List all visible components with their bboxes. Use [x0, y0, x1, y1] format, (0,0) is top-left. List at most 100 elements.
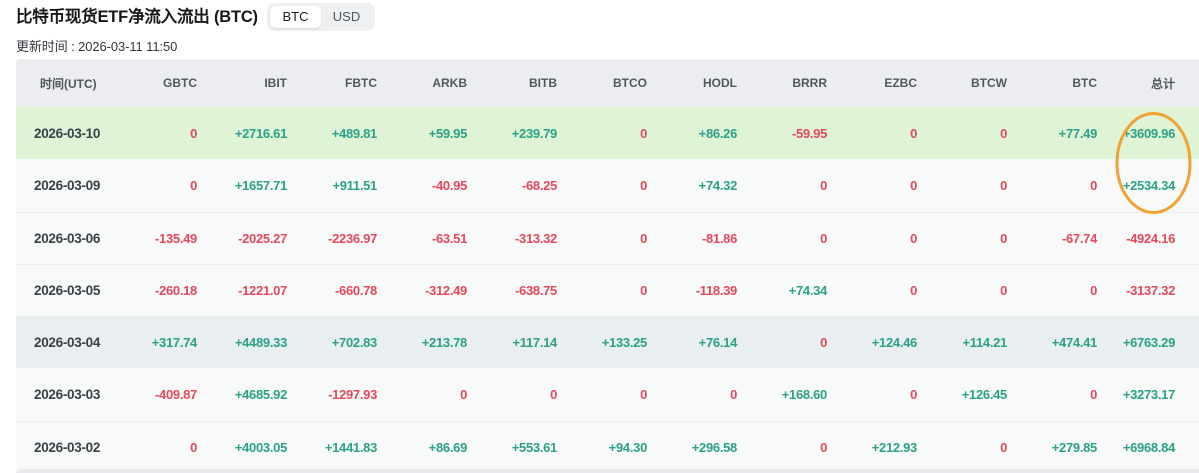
update-time: 更新时间 : 2026-03-11 11:50: [16, 39, 178, 54]
value-cell-total: +3609.96: [1122, 125, 1175, 141]
value-cell-arkb: -63.51: [431, 230, 467, 246]
value-cell-arkb: +59.95: [428, 125, 468, 141]
value-cell-arkb: 0: [460, 387, 467, 403]
value-cell-btco: 0: [640, 387, 647, 403]
value-cell-fbtc: -1297.93: [328, 387, 377, 403]
value-cell-ezbc: +124.46: [871, 334, 918, 350]
column-header-arkb: ARKB: [432, 76, 467, 90]
value-cell-ibit: +1657.71: [234, 177, 287, 193]
value-cell-total: +6763.29: [1122, 334, 1175, 350]
value-cell-arkb: +213.78: [421, 334, 468, 350]
value-cell-hodl: +296.58: [691, 439, 738, 455]
date-cell: 2026-03-04: [34, 334, 101, 350]
value-cell-hodl: 0: [730, 387, 737, 403]
value-cell-brrr: 0: [820, 439, 827, 455]
column-header-time-utc: 时间(UTC): [40, 76, 97, 91]
toggle-option-btc[interactable]: BTC: [270, 6, 321, 28]
value-cell-fbtc: +702.83: [331, 334, 378, 350]
value-cell-ibit: -1221.07: [238, 283, 287, 299]
horizontal-scrollbar[interactable]: [16, 468, 1199, 473]
value-cell-ibit: +2716.61: [234, 125, 287, 141]
unit-toggle: BTC USD: [267, 3, 375, 31]
table-body: 2026-03-10 0 +2716.61 +489.81 +59.95 +239.79 0…: [16, 107, 1199, 473]
column-header-ibit: IBIT: [264, 76, 287, 90]
value-cell-btco: +94.30: [608, 439, 648, 455]
value-cell-btcw: +126.45: [961, 387, 1008, 403]
date-cell: 2026-03-03: [34, 387, 101, 403]
value-cell-arkb: -40.95: [431, 177, 467, 193]
value-cell-hodl: +76.14: [698, 334, 738, 350]
value-cell-ibit: +4685.92: [234, 387, 287, 403]
value-cell-gbtc: +317.74: [151, 334, 198, 350]
table-row-2026-03-04[interactable]: 2026-03-04 +317.74 +4489.33 +702.83 +213.78 +…: [16, 316, 1199, 369]
value-cell-btc: +474.41: [1051, 334, 1098, 350]
date-cell: 2026-03-02: [34, 439, 101, 455]
value-cell-gbtc: -135.49: [155, 230, 197, 246]
value-cell-bitb: -313.32: [515, 230, 557, 246]
value-cell-brrr: -59.95: [791, 125, 827, 141]
value-cell-bitb: +239.79: [511, 125, 558, 141]
value-cell-btc: 0: [1090, 283, 1097, 299]
value-cell-btcw: +114.21: [962, 334, 1007, 350]
value-cell-btc: -67.74: [1061, 230, 1097, 246]
value-cell-ibit: -2025.27: [238, 230, 287, 246]
column-header-btcw: BTCW: [971, 76, 1007, 90]
date-cell: 2026-03-06: [34, 230, 101, 246]
value-cell-bitb: +553.61: [511, 439, 558, 455]
column-header-hodl: HODL: [703, 76, 737, 90]
column-header-gbtc: GBTC: [163, 76, 197, 90]
column-header-brrr: BRRR: [792, 76, 827, 90]
value-cell-brrr: 0: [820, 334, 827, 350]
value-cell-ezbc: 0: [910, 177, 917, 193]
value-cell-gbtc: -409.87: [155, 387, 197, 403]
value-cell-btco: 0: [640, 283, 647, 299]
value-cell-ezbc: 0: [910, 125, 917, 141]
column-header-bitb: BITB: [529, 76, 557, 90]
column-header-ezbc: EZBC: [884, 76, 917, 90]
toggle-option-usd[interactable]: USD: [332, 9, 361, 24]
value-cell-fbtc: +489.81: [331, 125, 378, 141]
value-cell-ezbc: 0: [910, 283, 917, 299]
table-row-2026-03-06[interactable]: 2026-03-06 -135.49 -2025.27 -2236.97 -63.51 -…: [16, 211, 1199, 264]
value-cell-total: +3273.17: [1122, 387, 1175, 403]
value-cell-bitb: +117.14: [512, 334, 557, 350]
value-cell-btco: 0: [640, 177, 647, 193]
value-cell-btco: +133.25: [601, 334, 648, 350]
table-row-2026-03-09[interactable]: 2026-03-09 0 +1657.71 +911.51 -40.95 -68.25 0 +…: [16, 159, 1199, 212]
value-cell-bitb: 0: [550, 387, 557, 403]
value-cell-hodl: +86.26: [698, 125, 738, 141]
value-cell-total: -4924.16: [1126, 230, 1175, 246]
table-row-2026-03-03[interactable]: 2026-03-03 -409.87 +4685.92 -1297.93 0 0 0 0 +16…: [16, 368, 1199, 421]
date-cell: 2026-03-10: [34, 125, 101, 141]
table-row-2026-03-02[interactable]: 2026-03-02 0 +4003.05 +1441.83 +86.69 +553.61…: [16, 420, 1199, 473]
value-cell-btcw: 0: [1000, 177, 1007, 193]
table-header-row: 时间(UTC) GBTC IBIT FBTC ARKB BITB BTCO HODL BRRR E…: [16, 59, 1199, 107]
column-header-fbtc: FBTC: [345, 76, 377, 90]
value-cell-fbtc: +911.51: [332, 177, 377, 193]
value-cell-ezbc: +212.93: [871, 439, 918, 455]
value-cell-ibit: +4489.33: [234, 334, 287, 350]
value-cell-ezbc: 0: [910, 387, 917, 403]
table-row-2026-03-05[interactable]: 2026-03-05 -260.18 -1221.07 -660.78 -312.49 -…: [16, 263, 1199, 317]
value-cell-brrr: +74.34: [788, 283, 828, 299]
column-header-btc: BTC: [1072, 76, 1097, 90]
value-cell-fbtc: +1441.83: [324, 439, 377, 455]
value-cell-bitb: -638.75: [515, 283, 557, 299]
value-cell-gbtc: 0: [190, 125, 197, 141]
value-cell-total: -3137.32: [1126, 283, 1175, 299]
value-cell-btcw: 0: [1000, 439, 1007, 455]
value-cell-btc: 0: [1090, 177, 1097, 193]
value-cell-gbtc: -260.18: [155, 283, 197, 299]
value-cell-hodl: -81.86: [701, 230, 737, 246]
column-header-total: 总计: [1150, 76, 1175, 91]
value-cell-brrr: 0: [820, 230, 827, 246]
table-row-2026-03-10[interactable]: 2026-03-10 0 +2716.61 +489.81 +59.95 +239.79 0…: [16, 107, 1199, 160]
value-cell-total: +2534.34: [1122, 177, 1175, 193]
value-cell-btco: 0: [640, 125, 647, 141]
value-cell-brrr: 0: [820, 177, 827, 193]
value-cell-btc: +77.49: [1058, 125, 1098, 141]
value-cell-brrr: +168.60: [781, 387, 828, 403]
date-cell: 2026-03-09: [34, 177, 101, 193]
page-title: 比特币现货ETF净流入流出 (BTC): [16, 8, 258, 26]
